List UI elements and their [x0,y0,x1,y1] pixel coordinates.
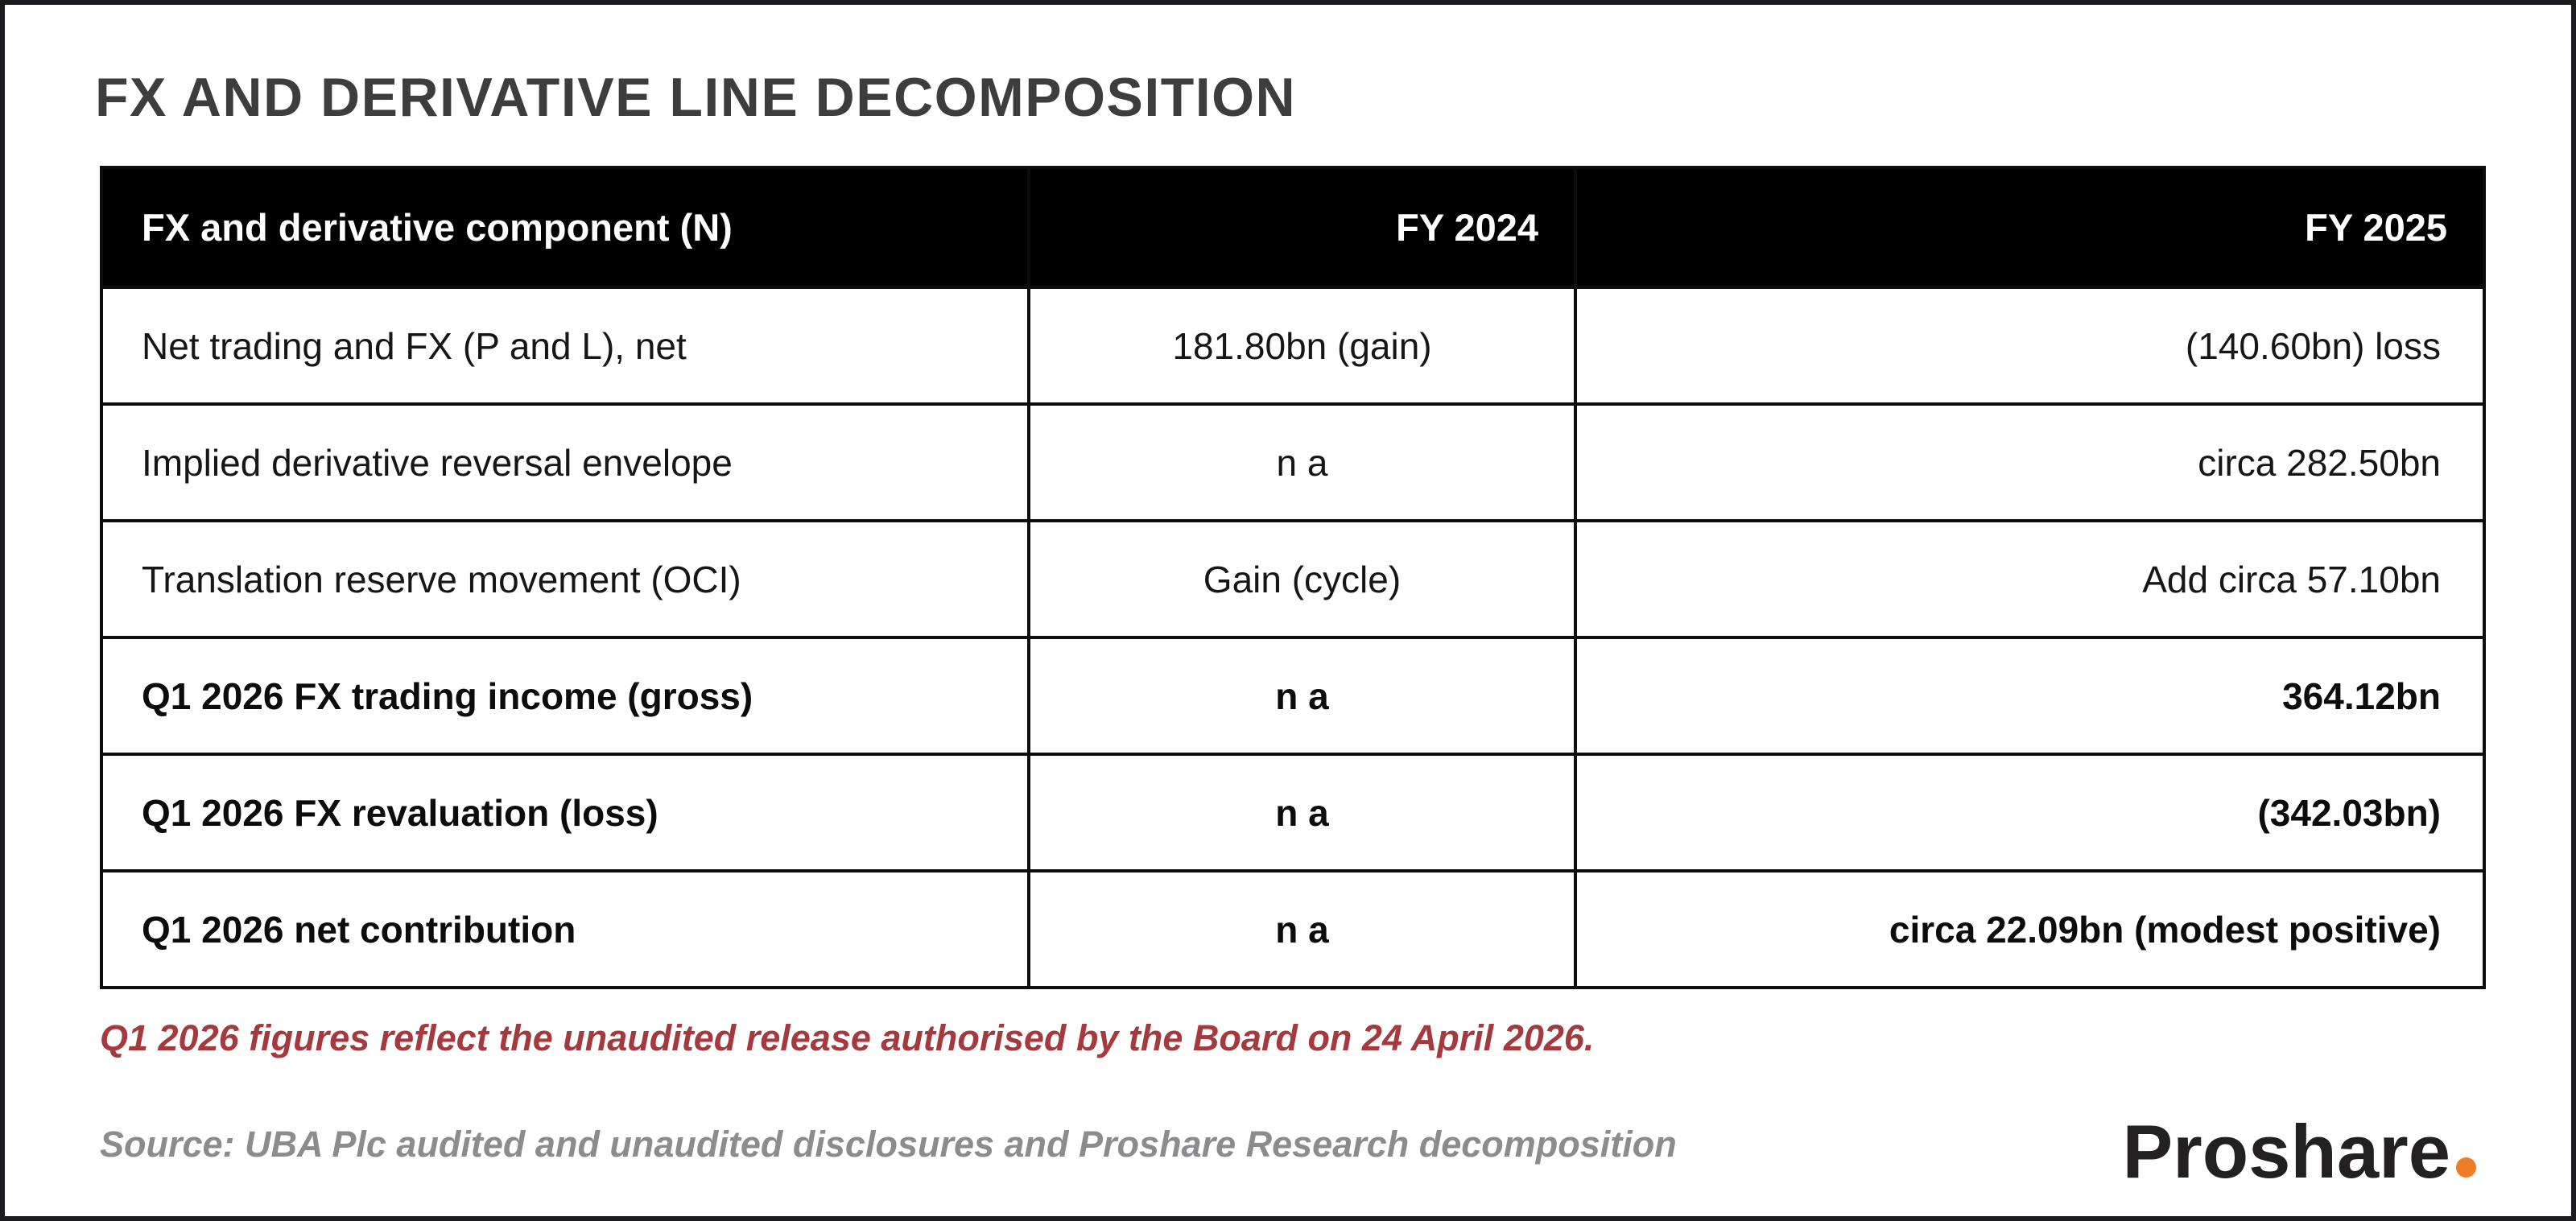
table-row: Q1 2026 FX trading income (gross) n a 364.… [100,636,2486,756]
table-header-row: FX and derivative component (N) FY 2024 … [100,166,2486,289]
fx-decomposition-table: FX and derivative component (N) FY 2024 … [100,166,2486,989]
cell-fy2025: (342.03bn) [1574,753,2486,872]
table-row: Q1 2026 FX revaluation (loss) n a (342.03b… [100,753,2486,872]
cell-fy2024: n a [1027,402,1577,522]
table-row: Net trading and FX (P and L), net 181.80b… [100,286,2486,406]
table-row: Q1 2026 net contribution n a circa 22.09bn… [100,869,2486,989]
table-body: Net trading and FX (P and L), net 181.80b… [100,286,2486,989]
proshare-logo-dot-icon [2456,1157,2476,1178]
column-header-component: FX and derivative component (N) [100,166,1030,289]
cell-component: Q1 2026 net contribution [100,869,1030,989]
cell-component: Q1 2026 FX trading income (gross) [100,636,1030,756]
cell-fy2024: 181.80bn (gain) [1027,286,1577,406]
cell-fy2024: n a [1027,869,1577,989]
cell-fy2024: n a [1027,753,1577,872]
page-title: FX AND DERIVATIVE LINE DECOMPOSITION [95,67,1297,128]
cell-fy2025: circa 282.50bn [1574,402,2486,522]
cell-component: Net trading and FX (P and L), net [100,286,1030,406]
column-header-fy2024: FY 2024 [1027,166,1577,289]
table-row: Translation reserve movement (OCI) Gain (… [100,519,2486,639]
column-header-fy2025: FY 2025 [1574,166,2486,289]
proshare-logo-text: Proshare [2122,1109,2450,1194]
cell-fy2025: circa 22.09bn (modest positive) [1574,869,2486,989]
cell-fy2024: n a [1027,636,1577,756]
cell-fy2025: (140.60bn) loss [1574,286,2486,406]
source-note: Source: UBA Plc audited and unaudited di… [100,1124,1677,1165]
cell-fy2024: Gain (cycle) [1027,519,1577,639]
cell-component: Translation reserve movement (OCI) [100,519,1030,639]
cell-component: Q1 2026 FX revaluation (loss) [100,753,1030,872]
cell-fy2025: Add circa 57.10bn [1574,519,2486,639]
proshare-logo: Proshare [2122,1114,2476,1190]
footnote: Q1 2026 figures reflect the unaudited re… [100,1017,1595,1058]
cell-component: Implied derivative reversal envelope [100,402,1030,522]
cell-fy2025: 364.12bn [1574,636,2486,756]
table-header: FX and derivative component (N) FY 2024 … [100,166,2486,289]
